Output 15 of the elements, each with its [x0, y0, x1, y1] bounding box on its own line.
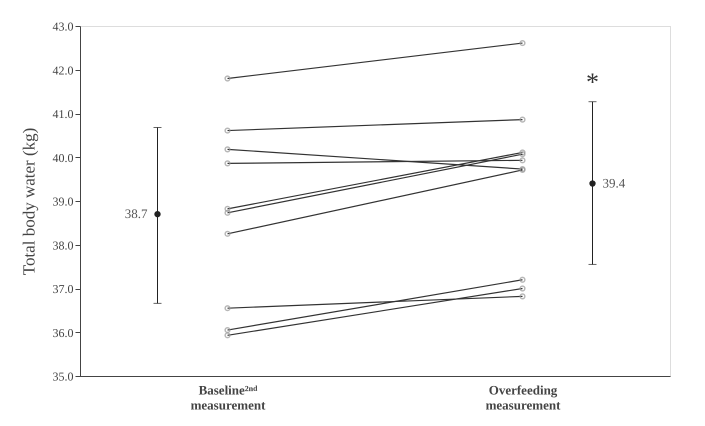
data-label: 38.7	[124, 206, 148, 222]
data-label: 39.4	[602, 176, 626, 190]
annotation: *	[586, 68, 599, 97]
x-tick-label: Baseline²ⁿᵈ measurement	[190, 382, 266, 412]
y-tick-label: 39.0	[52, 194, 74, 208]
y-tick-label: 43.0	[52, 20, 74, 34]
x-tick-label: Overfeeding measurement	[486, 382, 562, 412]
y-tick-label: 40.0	[52, 150, 74, 165]
y-tick-label: 35.0	[52, 370, 74, 384]
y-tick-label: 37.0	[52, 282, 74, 296]
y-axis-title: Total body water (kg)	[20, 128, 38, 276]
y-tick-label: 41.0	[52, 107, 74, 121]
y-tick-label: 38.0	[52, 238, 74, 252]
y-tick-label: 36.0	[52, 326, 74, 340]
y-tick-label: 42.0	[52, 63, 74, 78]
